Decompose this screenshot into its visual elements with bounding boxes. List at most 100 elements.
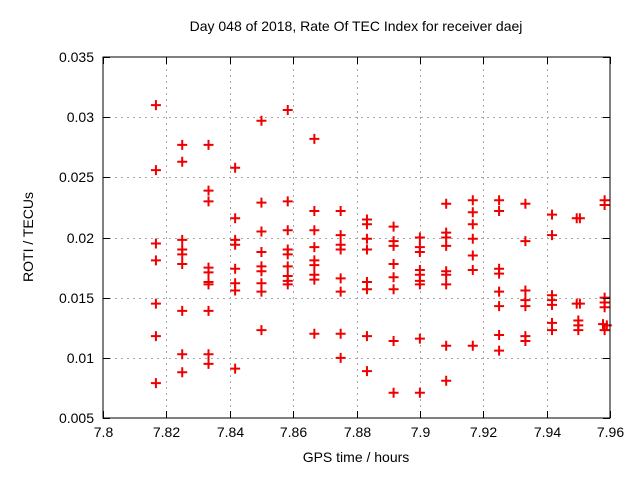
data-point-marker (494, 206, 505, 217)
data-point-marker (520, 301, 531, 312)
data-point-marker (467, 264, 478, 275)
data-point-marker (335, 286, 346, 297)
data-point-marker (388, 335, 399, 346)
data-point-marker (309, 260, 320, 271)
data-point-marker (441, 198, 452, 209)
data-point-marker (256, 266, 267, 277)
data-point-marker (573, 325, 584, 336)
data-point-marker (414, 333, 425, 344)
data-point-marker (335, 230, 346, 241)
data-point-marker (494, 195, 505, 206)
data-point-marker (230, 213, 241, 224)
data-point-marker (177, 305, 188, 316)
data-point-marker (361, 219, 372, 230)
data-point-marker (177, 156, 188, 167)
y-tick-label: 0.035 (59, 49, 94, 65)
chart-title: Day 048 of 2018, Rate Of TEC Index for r… (190, 18, 523, 34)
data-point-marker (256, 286, 267, 297)
data-point-marker (177, 258, 188, 269)
x-axis-label: GPS time / hours (303, 449, 410, 465)
data-point-marker (388, 387, 399, 398)
data-point-marker (520, 236, 531, 247)
x-tick-label: 7.88 (344, 424, 371, 440)
data-point-marker (309, 274, 320, 285)
data-point-marker (203, 139, 214, 150)
data-point-marker (256, 197, 267, 208)
data-point-marker (177, 139, 188, 150)
data-point-marker (256, 115, 267, 126)
data-point-marker (256, 325, 267, 336)
data-point-marker (282, 249, 293, 260)
data-point-marker (230, 363, 241, 374)
data-point-marker (282, 225, 293, 236)
data-point-marker (309, 206, 320, 217)
data-point-marker (547, 299, 558, 310)
x-tick-label: 7.86 (280, 424, 307, 440)
data-point-marker (282, 279, 293, 290)
data-point-marker (309, 328, 320, 339)
y-tick-label: 0.03 (67, 109, 94, 125)
data-point-marker (520, 198, 531, 209)
data-point-marker (256, 246, 267, 257)
data-point-marker (150, 331, 161, 342)
y-axis-label: ROTI / TECUs (20, 192, 36, 282)
data-point-marker (441, 340, 452, 351)
x-tick-label: 7.82 (153, 424, 180, 440)
data-point-marker (494, 268, 505, 279)
data-point-marker (361, 233, 372, 244)
data-point-marker (150, 298, 161, 309)
data-point-marker (599, 302, 610, 313)
data-point-marker (335, 244, 346, 255)
data-point-marker (177, 249, 188, 260)
x-tick-label: 7.94 (534, 424, 561, 440)
data-point-marker (309, 242, 320, 253)
data-point-marker (520, 335, 531, 346)
data-point-marker (203, 267, 214, 278)
y-tick-label: 0.01 (67, 350, 94, 366)
data-point-marker (361, 244, 372, 255)
y-tick-labels-layer: 0.005 0.01 0.015 0.02 0.025 0.03 0.035 (59, 49, 94, 426)
data-point-marker (256, 278, 267, 289)
data-point-marker (335, 328, 346, 339)
data-point-marker (282, 104, 293, 115)
data-point-marker (547, 325, 558, 336)
data-point-marker (177, 367, 188, 378)
data-point-marker (441, 269, 452, 280)
data-point-marker (150, 378, 161, 389)
data-point-marker (467, 250, 478, 261)
x-tick-label: 7.9 (411, 424, 431, 440)
data-point-marker (467, 195, 478, 206)
y-tick-label: 0.025 (59, 169, 94, 185)
x-tick-label: 7.84 (217, 424, 244, 440)
data-point-marker (309, 133, 320, 144)
data-point-marker (574, 298, 585, 309)
y-tick-label: 0.02 (67, 230, 94, 246)
data-point-marker (335, 352, 346, 363)
data-point-marker (414, 387, 425, 398)
data-point-marker (177, 349, 188, 360)
data-point-marker (441, 375, 452, 386)
data-point-marker (335, 206, 346, 217)
data-point-marker (388, 258, 399, 269)
data-point-marker (388, 284, 399, 295)
y-tick-label: 0.015 (59, 290, 94, 306)
data-point-marker (361, 284, 372, 295)
data-point-marker (441, 240, 452, 251)
data-point-marker (282, 261, 293, 272)
data-point-marker (547, 230, 558, 241)
data-point-marker (494, 286, 505, 297)
data-point-marker (547, 209, 558, 220)
data-point-marker (574, 213, 585, 224)
data-point-marker (520, 285, 531, 296)
data-point-marker (441, 279, 452, 290)
data-point-marker (361, 366, 372, 377)
data-point-marker (467, 233, 478, 244)
data-point-marker (441, 232, 452, 243)
data-point-marker (150, 255, 161, 266)
data-point-marker (361, 331, 372, 342)
y-tick-label: 0.005 (59, 410, 94, 426)
data-point-marker (599, 200, 610, 211)
